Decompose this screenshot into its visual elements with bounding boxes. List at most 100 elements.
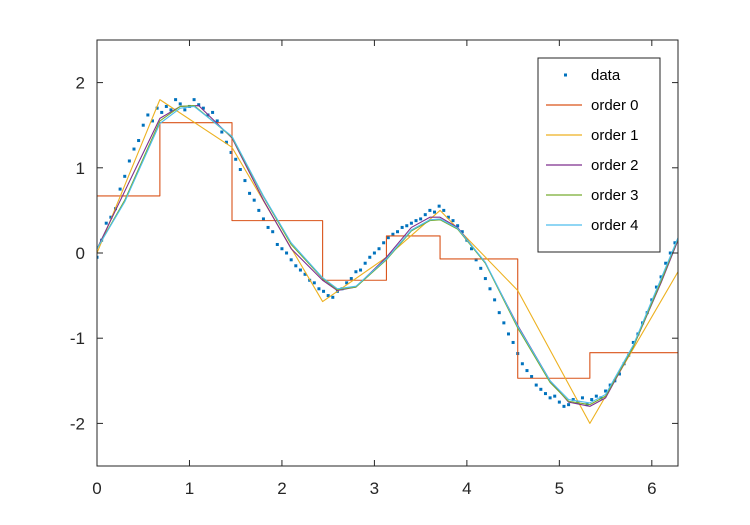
- data-point: [312, 281, 316, 285]
- data-point: [97, 255, 99, 259]
- y-tick-label: 1: [76, 159, 85, 178]
- legend: data order 0 order 1 order 2 order 3 order 4: [537, 57, 661, 253]
- data-point: [359, 268, 363, 272]
- data-point: [224, 140, 228, 144]
- data-point: [530, 375, 534, 379]
- data-point: [557, 400, 561, 404]
- data-point: [354, 270, 358, 274]
- data-point: [192, 98, 196, 102]
- data-point: [511, 340, 515, 344]
- legend-label-order-4: order 4: [591, 217, 639, 234]
- x-tick-label: 2: [277, 479, 286, 498]
- series-line-order-3: [97, 105, 678, 406]
- data-point: [488, 287, 492, 291]
- data-point: [349, 277, 353, 281]
- data-point: [553, 394, 557, 398]
- data-point: [248, 191, 252, 195]
- data-point: [604, 389, 608, 393]
- data-point: [220, 130, 224, 134]
- data-point: [534, 383, 538, 387]
- data-point: [539, 387, 543, 391]
- data-point: [571, 398, 575, 402]
- data-point: [132, 147, 136, 151]
- plot-area: [97, 98, 678, 424]
- data-point: [252, 198, 256, 202]
- data-point: [183, 108, 187, 112]
- data-point: [368, 255, 372, 259]
- legend-label-order-2: order 2: [591, 157, 639, 174]
- data-point: [599, 396, 603, 400]
- plot-series-group: [97, 98, 678, 424]
- data-point: [664, 261, 668, 265]
- data-point: [594, 394, 598, 398]
- data-point: [257, 208, 261, 212]
- data-point: [502, 321, 506, 325]
- data-point: [294, 264, 298, 268]
- data-point: [123, 174, 127, 178]
- data-point: [266, 225, 270, 229]
- legend-label-data: data: [591, 67, 621, 84]
- data-point: [169, 108, 173, 112]
- data-point: [580, 396, 584, 400]
- data-point: [271, 230, 275, 234]
- data-point: [451, 219, 455, 223]
- data-point: [377, 247, 381, 251]
- data-point: [127, 159, 131, 163]
- x-tick-label: 0: [92, 479, 101, 498]
- data-point: [673, 241, 677, 245]
- data-point: [289, 258, 293, 262]
- data-point: [322, 289, 326, 293]
- data-point: [525, 369, 529, 373]
- data-point: [178, 102, 182, 106]
- data-point: [567, 403, 571, 407]
- data-point: [423, 213, 427, 217]
- data-point: [243, 179, 247, 183]
- data-point: [433, 210, 437, 214]
- data-point: [506, 332, 510, 336]
- data-point: [391, 232, 395, 236]
- series-line-order-4: [97, 105, 678, 404]
- data-point: [146, 113, 150, 117]
- data-point: [164, 104, 168, 108]
- data-point: [155, 106, 159, 110]
- data-point: [229, 150, 233, 154]
- data-point: [215, 119, 219, 123]
- data-point: [372, 251, 376, 255]
- data-point: [590, 398, 594, 402]
- series-line-order-0: [97, 122, 678, 379]
- data-point: [520, 362, 524, 366]
- data-point: [442, 208, 446, 212]
- data-point: [548, 396, 552, 400]
- data-point: [137, 139, 141, 143]
- data-point: [345, 281, 349, 285]
- data-point: [474, 258, 478, 262]
- legend-marker-data: [564, 73, 567, 77]
- data-point: [460, 230, 464, 234]
- data-point: [562, 404, 566, 408]
- legend-box: [537, 57, 661, 253]
- data-point: [238, 168, 242, 172]
- data-point: [414, 219, 418, 223]
- data-point: [326, 294, 330, 298]
- legend-label-order-3: order 3: [591, 187, 639, 204]
- data-point: [118, 187, 122, 191]
- y-tick-label: -1: [70, 329, 85, 348]
- data-point: [141, 123, 145, 127]
- data-point: [400, 225, 404, 229]
- x-tick-label: 1: [185, 479, 194, 498]
- data-point: [654, 285, 658, 289]
- y-tick-label: -2: [70, 414, 85, 433]
- data-point: [493, 298, 497, 302]
- data-point: [543, 392, 547, 396]
- data-point: [317, 287, 321, 291]
- data-point: [298, 268, 302, 272]
- data-point: [363, 261, 367, 265]
- data-point: [386, 236, 390, 240]
- data-point: [104, 221, 108, 225]
- data-point: [469, 247, 473, 251]
- data-point: [234, 157, 238, 161]
- legend-label-order-1: order 1: [591, 127, 639, 144]
- data-point: [109, 215, 113, 219]
- data-point: [174, 98, 178, 102]
- legend-label-order-0: order 0: [591, 97, 639, 114]
